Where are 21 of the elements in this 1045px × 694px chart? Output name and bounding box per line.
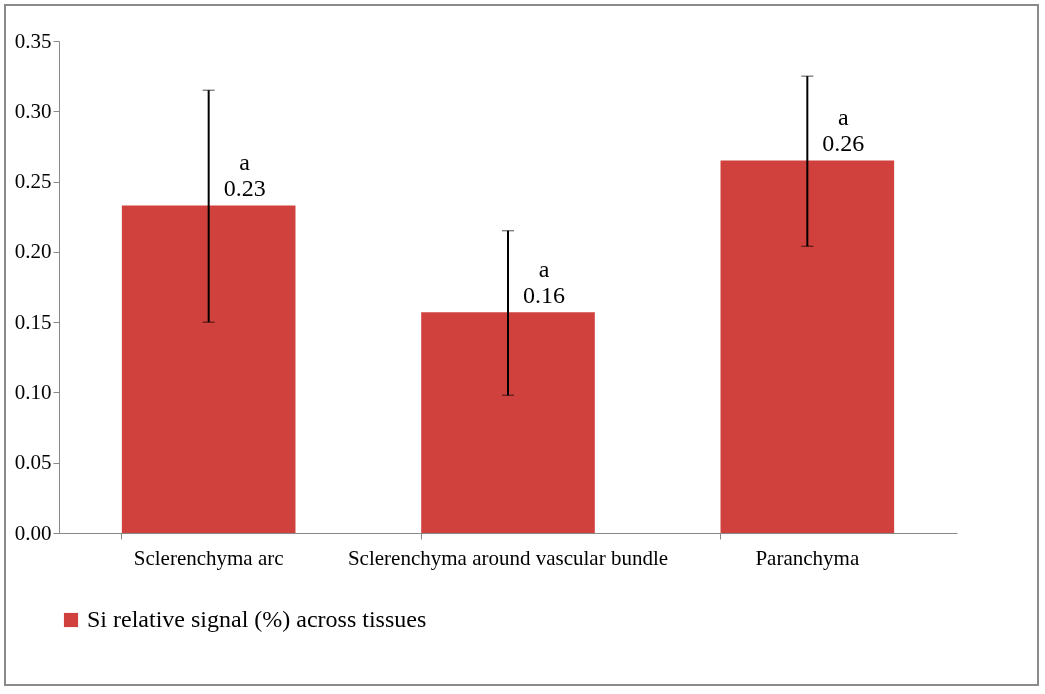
data-label: 0.16 <box>523 282 565 309</box>
bar <box>421 312 595 533</box>
y-tick-label: 0.10 <box>14 379 52 404</box>
y-tick-label: 0.25 <box>14 169 52 194</box>
data-label: 0.26 <box>822 130 865 157</box>
annotation: a <box>838 104 850 131</box>
x-tick-label: Sclerenchyma around vascular bundle <box>347 545 669 570</box>
y-tick-label: 0.30 <box>14 98 52 123</box>
annotation: a <box>538 256 550 283</box>
x-tick-label: Paranchyma <box>755 545 860 570</box>
y-tick-label: 0.15 <box>14 309 52 334</box>
x-tick-label: Sclerenchyma arc <box>133 545 284 570</box>
y-tick-label: 0.00 <box>14 520 52 545</box>
y-tick-label: 0.35 <box>14 28 52 53</box>
bar <box>121 205 296 533</box>
bar <box>720 160 895 533</box>
annotation: a <box>239 149 251 176</box>
y-tick-label: 0.20 <box>14 239 52 264</box>
legend-label: Si relative signal (%) across tissues <box>87 606 427 632</box>
y-tick-label: 0.05 <box>14 450 52 475</box>
data-label: 0.23 <box>223 175 266 202</box>
